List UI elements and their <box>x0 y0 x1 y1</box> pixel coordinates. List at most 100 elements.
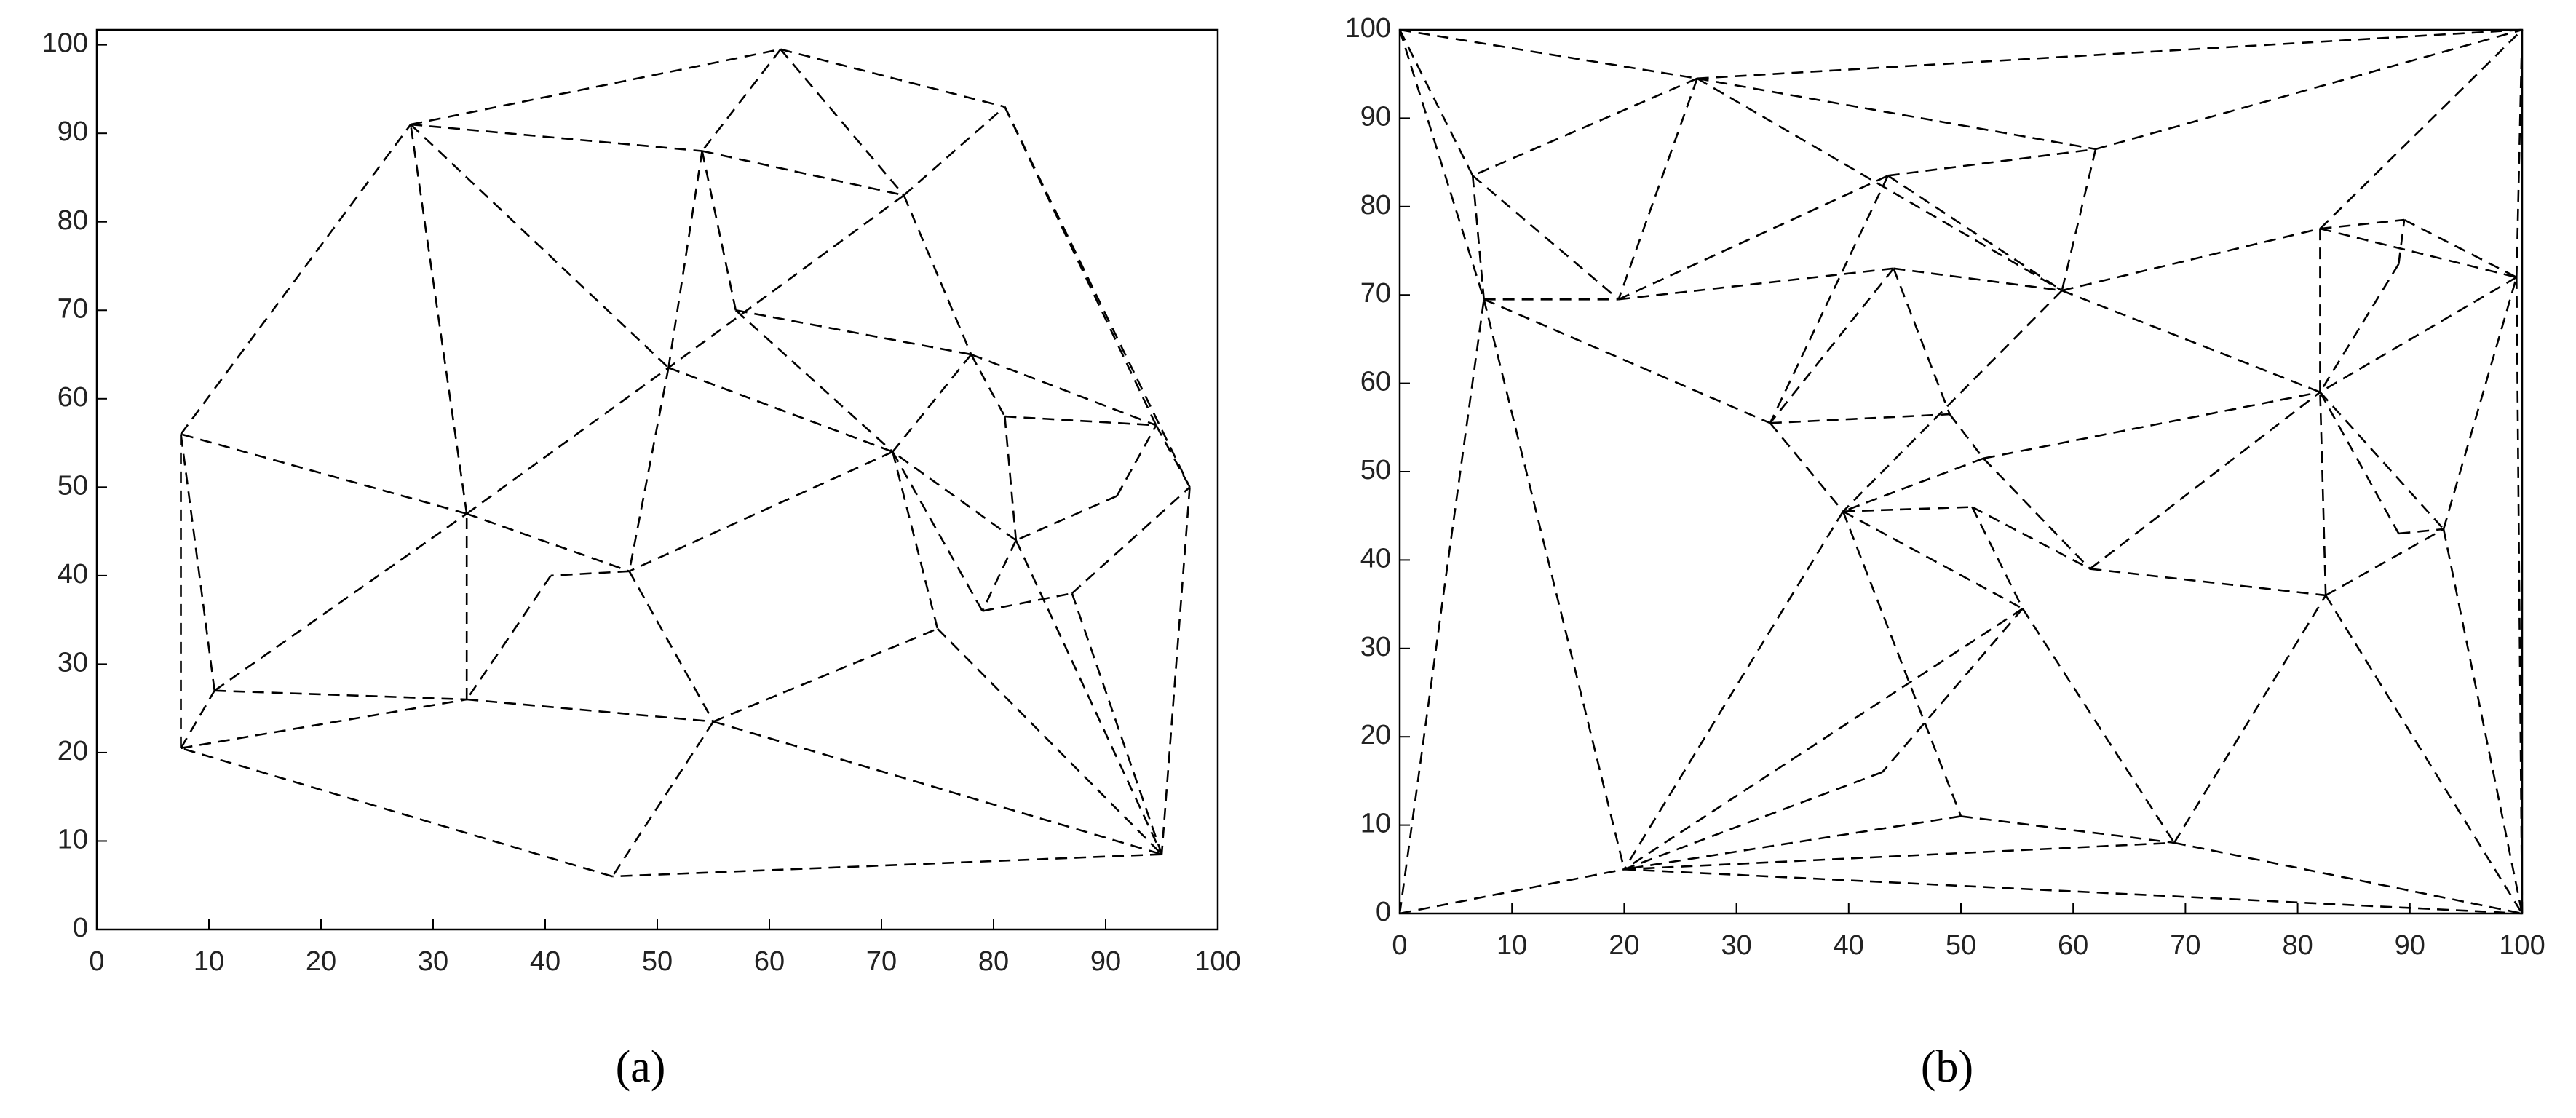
mesh-edge <box>1769 422 1844 512</box>
y-tick-label: 10 <box>1360 809 1391 839</box>
mesh-edge <box>611 721 715 877</box>
mesh-edge <box>1842 511 1962 817</box>
y-tick-label: 100 <box>42 28 88 59</box>
x-tick-label: 30 <box>418 946 448 977</box>
mesh-edge <box>892 354 972 453</box>
mesh-edge <box>410 124 670 369</box>
y-tick-label: 80 <box>1360 190 1391 221</box>
x-tick-label: 0 <box>1392 930 1407 961</box>
y-tick-label: 0 <box>73 913 88 943</box>
mesh-edge <box>1004 106 1191 488</box>
x-tick-label: 10 <box>1497 930 1527 961</box>
y-tick-label: 50 <box>1360 455 1391 485</box>
mesh-edge <box>409 124 468 514</box>
mesh-edge <box>2320 227 2517 279</box>
mesh-edge <box>1971 506 2024 609</box>
mesh-edge <box>1071 592 1163 855</box>
y-tick-label: 70 <box>1360 278 1391 309</box>
x-tick-label: 70 <box>2170 930 2200 961</box>
mesh-edge <box>1015 495 1117 542</box>
mesh-edge <box>1887 175 2063 292</box>
mesh-edge <box>1399 28 1697 80</box>
mesh-edge <box>702 150 905 197</box>
plot-frame <box>95 28 1219 931</box>
mesh-edge <box>667 151 703 368</box>
mesh-edge <box>180 124 412 435</box>
y-tick-label: 20 <box>1360 720 1391 750</box>
mesh-edge <box>1015 539 1163 855</box>
mesh-edge <box>2061 289 2321 393</box>
x-tick-label: 60 <box>2058 930 2088 961</box>
mesh-edge <box>1623 771 1883 871</box>
mesh-edge <box>1769 267 1895 424</box>
x-tick-label: 80 <box>2282 930 2313 961</box>
y-tick-label: 60 <box>58 382 88 413</box>
mesh-edge <box>734 309 894 453</box>
mesh-edge <box>410 48 781 126</box>
x-tick-label: 60 <box>754 946 785 977</box>
y-tick-label: 70 <box>58 293 88 324</box>
mesh-edge <box>2325 595 2524 914</box>
mesh-edge <box>1769 413 1950 424</box>
mesh-edge <box>1618 175 1889 301</box>
x-tick-label: 0 <box>89 946 104 977</box>
mesh-edge <box>892 451 983 612</box>
mesh-edge <box>903 106 1006 197</box>
mesh-edge <box>1882 608 2024 773</box>
mesh-edge <box>1769 175 1889 424</box>
x-tick-label: 40 <box>1834 930 1864 961</box>
mesh-edge <box>1004 415 1157 427</box>
mesh-edge <box>2319 276 2517 393</box>
mesh-edge <box>612 853 1162 878</box>
mesh-edge <box>467 698 714 723</box>
y-tick-label: 30 <box>1360 632 1391 662</box>
x-tick-label: 40 <box>530 946 560 977</box>
mesh-edge <box>1983 391 2321 460</box>
mesh-edge <box>892 451 1017 542</box>
mesh-edge <box>2442 277 2518 530</box>
mesh-edge <box>1116 424 1157 497</box>
mesh-edge <box>1842 510 2024 610</box>
y-tick-label: 20 <box>58 736 88 766</box>
mesh-edge <box>2089 391 2321 570</box>
x-tick-label: 10 <box>194 946 224 977</box>
mesh-edge <box>701 151 737 311</box>
mesh-edge <box>181 698 467 750</box>
y-tick-label: 80 <box>58 205 88 236</box>
mesh-edge <box>1843 506 1973 512</box>
mesh-edge <box>2173 595 2327 844</box>
mesh-edge <box>1155 424 1191 488</box>
mesh-edge <box>466 575 552 700</box>
mesh-edge <box>1624 868 2523 915</box>
mesh-edge <box>411 123 702 152</box>
mesh-edge <box>2319 263 2400 393</box>
y-tick-label: 40 <box>1360 543 1391 574</box>
mesh-edge <box>2090 568 2326 597</box>
mesh-edge <box>1472 175 1620 301</box>
mesh-edge <box>903 194 972 355</box>
mesh-edge <box>780 48 905 197</box>
mesh-edge <box>1624 841 2175 871</box>
mesh-edge <box>1398 299 1485 914</box>
mesh-edge <box>2061 148 2097 291</box>
mesh-edge <box>2442 528 2524 914</box>
mesh-edge <box>466 512 630 573</box>
mesh-edge <box>1617 78 1698 300</box>
mesh-edge <box>1887 148 2096 177</box>
mesh-edge <box>2319 392 2400 534</box>
mesh-edge <box>1398 29 1474 176</box>
mesh-edge <box>2061 227 2321 292</box>
x-tick-label: 80 <box>978 946 1009 977</box>
y-tick-label: 60 <box>1360 367 1391 397</box>
mesh-edge <box>1971 506 2090 570</box>
mesh-edge <box>735 309 972 356</box>
mesh-edge <box>1697 77 2096 151</box>
mesh-edge <box>1623 510 1844 870</box>
mesh-edge <box>2319 391 2445 530</box>
mesh-edge <box>701 48 782 152</box>
mesh-edge <box>628 451 893 572</box>
mesh-edge <box>181 747 613 878</box>
mesh-edge <box>1004 416 1018 541</box>
mesh-edge <box>2325 528 2444 597</box>
x-tick-label: 70 <box>866 946 897 977</box>
